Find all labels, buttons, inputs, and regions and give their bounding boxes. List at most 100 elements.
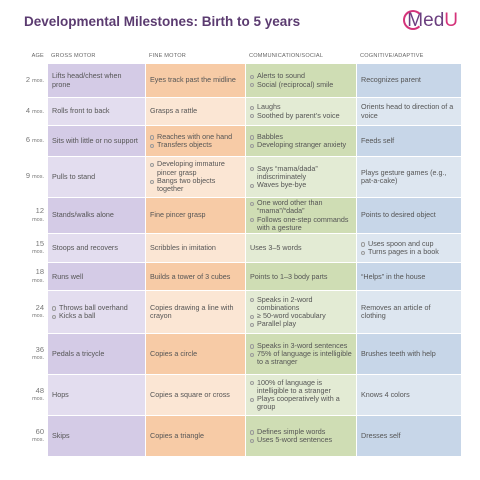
age-cell: 18 mos. [21, 263, 47, 290]
milestone-item: Waves bye-bye [250, 180, 352, 189]
milestone-cell: Pedals a tricycle [48, 334, 145, 375]
age-cell: 2 mos. [21, 64, 47, 97]
milestone-cell: Recognizes parent [357, 64, 461, 97]
age-cell: 6 mos. [21, 126, 47, 156]
age-cell: 15 mos. [21, 234, 47, 262]
milestone-cell: Babbles Developing stranger anxiety [246, 126, 356, 156]
table-row: 6 mos. Sits with little or no support Reac… [21, 126, 461, 156]
milestone-cell: Plays gesture games (e.g., pat-a-cake) [357, 157, 461, 197]
age-unit: mos. [32, 355, 44, 362]
age-cell: 4 mos. [21, 98, 47, 125]
milestone-item: Plays cooperatively with a group [250, 395, 352, 412]
milestone-list: Developing immature pincer grasp Bangs tw… [150, 160, 241, 193]
age-cell: 24 mos. [21, 291, 47, 333]
milestone-cell: Knows 4 colors [357, 375, 461, 416]
column-header: FINE MOTOR [149, 53, 187, 59]
milestone-item: Speaks in 3-word sentences [250, 341, 352, 350]
milestone-cell: 100% of language is intelligible to a st… [246, 375, 356, 416]
milestone-item: Babbles [250, 132, 352, 141]
logo-ring [403, 10, 424, 30]
milestone-item: Speaks in 2-word combinations [250, 295, 352, 313]
milestone-list: Speaks in 3-word sentences 75% of languag… [250, 341, 352, 367]
age-value: 9 [25, 171, 30, 181]
milestone-cell: Points to 1–3 body parts [246, 263, 356, 291]
milestone-item: One word other than “mama”/“dada” [250, 198, 352, 216]
milestone-cell: Alerts to sound Social (reciprocal) smile [246, 64, 356, 97]
age-unit: mos. [32, 313, 44, 320]
milestone-cell: Says “mama/dada” indiscriminately Waves b… [246, 157, 356, 197]
age-value: 2 [25, 74, 30, 84]
milestone-cell: Copies a circle [146, 334, 245, 375]
age-value: 15 [35, 238, 44, 248]
milestone-list: Babbles Developing stranger anxiety [250, 132, 352, 150]
milestone-item: 100% of language is intelligible to a st… [250, 378, 352, 396]
age-unit: mos. [32, 77, 44, 84]
milestone-cell: Sits with little or no support [48, 126, 145, 156]
milestone-cell: Defines simple words Uses 5-word sentence… [246, 416, 356, 457]
milestone-list: Laughs Soothed by parent’s voice [250, 102, 352, 120]
milestone-cell: Feeds self [357, 126, 461, 156]
header-row: AGE GROSS MOTOR FINE MOTOR COMMUNICATION/SO… [21, 53, 461, 63]
age-cell: 60 mos. [21, 416, 47, 456]
age-value: 48 [35, 385, 44, 395]
milestone-cell: Fine pincer grasp [146, 198, 245, 234]
milestone-item: Developing immature pincer grasp [150, 160, 241, 177]
milestone-cell: Lifts head/chest when prone [48, 64, 145, 97]
table-row: 9 mos. Pulls to stand Developing immature … [21, 157, 461, 197]
age-unit: mos. [32, 174, 44, 181]
milestone-item: Reaches with one hand [150, 132, 241, 141]
logo-accent: U [444, 10, 458, 31]
milestone-list: Reaches with one hand Transfers objects [150, 132, 241, 150]
age-value: 24 [35, 302, 44, 312]
milestone-cell: Stoops and recovers [48, 234, 145, 263]
milestone-item: Parallel play [250, 320, 352, 328]
milestone-item: Says “mama/dada” indiscriminately [250, 164, 352, 182]
milestone-cell: Skips [48, 416, 145, 457]
table-row: 12 mos. Stands/walks alone Fine pincer gras… [21, 198, 461, 234]
milestone-cell: Points to desired object [357, 198, 461, 234]
milestone-item: Social (reciprocal) smile [250, 80, 352, 89]
age-cell: 12 mos. [21, 198, 47, 233]
milestone-cell: Copies drawing a line with crayon [146, 291, 245, 334]
column-header: COMMUNICATION/SOCIAL [249, 53, 324, 59]
age-unit: mos. [32, 108, 44, 115]
milestone-cell: Stands/walks alone [48, 198, 145, 234]
age-value: 60 [35, 426, 44, 436]
age-value: 18 [35, 267, 44, 277]
milestone-item: Bangs two objects together [150, 176, 241, 194]
table-body: 2 mos. Lifts head/chest when prone Eyes tr… [21, 64, 461, 457]
milestone-list: 100% of language is intelligible to a st… [250, 378, 352, 412]
age-unit: mos. [32, 249, 44, 256]
milestone-item: Throws ball overhand [52, 303, 141, 312]
milestone-item: Kicks a ball [52, 311, 141, 320]
milestone-cell: Reaches with one hand Transfers objects [146, 126, 245, 156]
age-cell: 36 mos. [21, 334, 47, 374]
milestone-cell: Uses spoon and cup Turns pages in a book [357, 234, 461, 263]
milestone-list: Uses spoon and cup Turns pages in a book [361, 239, 457, 257]
age-unit: mos. [32, 138, 44, 145]
table-row: 4 mos. Rolls front to back Grasps a rattle… [21, 98, 461, 125]
milestone-cell: Speaks in 2-word combinations ≥ 50-word v… [246, 291, 356, 334]
milestone-item: Uses spoon and cup [361, 239, 457, 248]
age-value: 6 [25, 135, 30, 145]
milestone-item: Developing stranger anxiety [250, 140, 352, 149]
milestone-cell: Builds a tower of 3 cubes [146, 263, 245, 291]
table-row: 36 mos. Pedals a tricycle Copies a circle Sp… [21, 334, 461, 375]
milestone-item: Defines simple words [250, 427, 352, 436]
age-value: 4 [25, 105, 30, 115]
milestone-list: Says “mama/dada” indiscriminately Waves b… [250, 164, 352, 190]
milestone-cell: Copies a triangle [146, 416, 245, 457]
milestone-cell: One word other than “mama”/“dada” Follows… [246, 198, 356, 234]
milestones-table: AGE GROSS MOTOR FINE MOTOR COMMUNICATION/SO… [20, 52, 462, 457]
age-unit: mos. [32, 277, 44, 284]
milestone-list: One word other than “mama”/“dada” Follows… [250, 198, 352, 232]
milestone-cell: Eyes track past the midline [146, 64, 245, 97]
milestone-item: Uses 5-word sentences [250, 435, 352, 444]
milestone-cell: Rolls front to back [48, 98, 145, 125]
milestone-cell: Orients head to direction of a voice [357, 98, 461, 125]
milestone-cell: Scribbles in imitation [146, 234, 245, 263]
column-header: COGNITIVE/ADAPTIVE [360, 53, 424, 59]
milestone-cell: Hops [48, 375, 145, 416]
table-row: 18 mos. Runs well Builds a tower of 3 cubes… [21, 263, 461, 291]
